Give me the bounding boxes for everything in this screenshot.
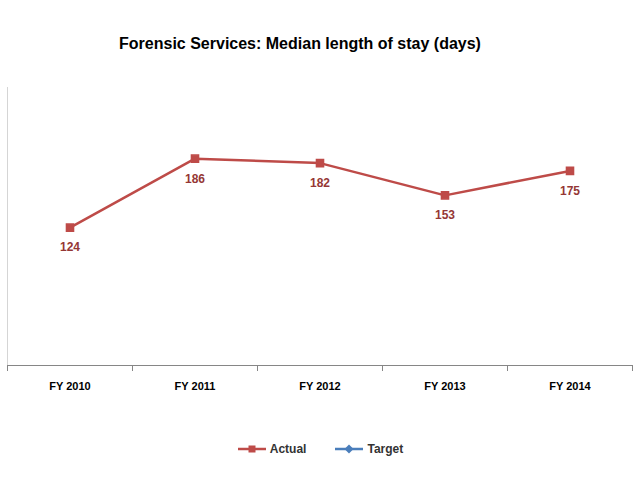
svg-text:FY 2014: FY 2014: [549, 380, 591, 392]
svg-text:FY 2011: FY 2011: [175, 380, 216, 392]
svg-text:FY 2013: FY 2013: [424, 380, 465, 392]
svg-text:124: 124: [60, 240, 80, 254]
svg-text:175: 175: [560, 184, 580, 198]
html-text:Target: Target: [367, 442, 404, 456]
html-text:Actual: Actual: [269, 442, 307, 456]
html-text:Forensic Services: Median leng: Forensic Services: Median length of stay…: [119, 35, 481, 52]
svg-text:FY 2010: FY 2010: [49, 380, 90, 392]
svg-text:182: 182: [310, 176, 330, 190]
svg-text:FY 2012: FY 2012: [299, 380, 340, 392]
svg-text:153: 153: [435, 208, 455, 222]
svg-text:186: 186: [185, 172, 205, 186]
